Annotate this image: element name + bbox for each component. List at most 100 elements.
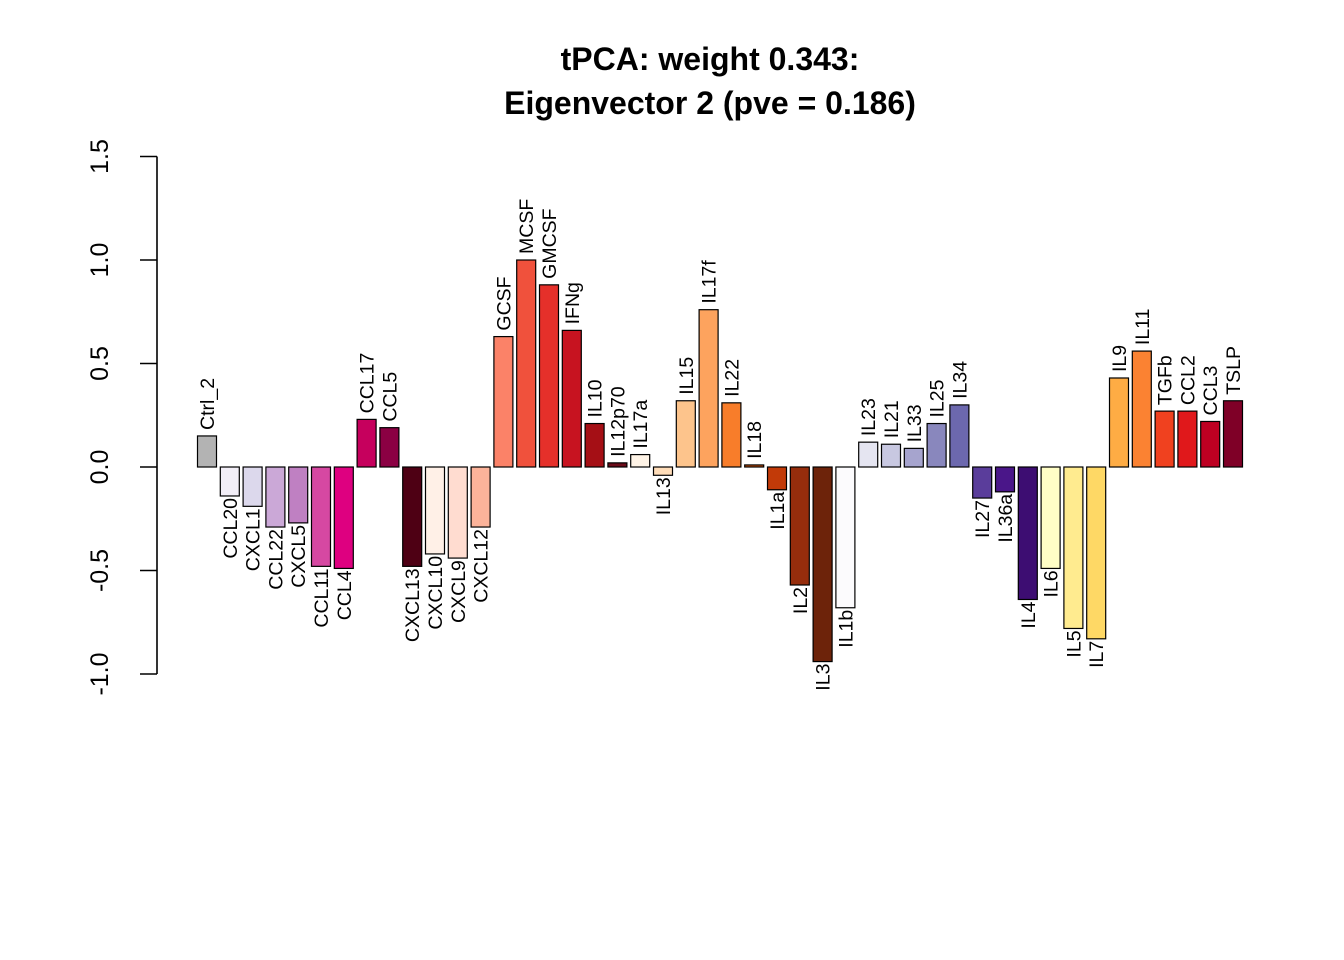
bar-label: TSLP — [1223, 346, 1245, 395]
bar-label: IL25 — [927, 379, 949, 417]
bar-label: TGFb — [1155, 355, 1177, 405]
bar — [333, 466, 354, 570]
bar-label: IL17a — [630, 400, 652, 449]
bar — [1154, 410, 1175, 468]
bar-label: IL13 — [653, 477, 675, 515]
bar-label: IL17f — [699, 260, 721, 304]
bar — [288, 466, 309, 524]
bar — [447, 466, 468, 559]
bar-label: GMCSF — [539, 208, 561, 279]
bar — [196, 435, 218, 468]
bar — [994, 466, 1016, 493]
bar-label: IL1a — [767, 492, 789, 530]
bar — [675, 400, 696, 468]
bar-label: CXCL12 — [471, 529, 493, 603]
bar-label: IL23 — [858, 398, 880, 436]
bar — [402, 466, 423, 567]
bar — [1040, 466, 1061, 570]
bar-label: IL15 — [676, 357, 698, 395]
bars-group — [196, 259, 1244, 663]
y-tick-label: 0.5 — [86, 346, 114, 381]
bar — [858, 441, 879, 468]
bar-label: IL34 — [949, 361, 971, 399]
bar — [379, 427, 400, 468]
y-axis: -1.0 -0.5 0.0 0.5 1.0 1.5 — [86, 139, 158, 696]
bar — [630, 453, 651, 468]
bar — [1177, 410, 1198, 468]
bar — [584, 422, 605, 468]
bar-label: CCL20 — [220, 498, 242, 559]
bar — [538, 284, 560, 468]
bar-label: IL6 — [1041, 570, 1063, 597]
bar — [1131, 350, 1152, 468]
y-tick-label: -0.5 — [86, 549, 114, 592]
bar — [766, 466, 788, 491]
bar — [1017, 466, 1038, 601]
bar — [880, 443, 902, 468]
bar-label: IL1b — [835, 610, 857, 648]
y-tick-label: 1.0 — [86, 243, 114, 278]
bar-label: Ctrl_2 — [197, 378, 219, 430]
bar-label: CCL4 — [334, 570, 356, 620]
bar-label: IL3 — [813, 664, 835, 691]
bar — [1200, 420, 1221, 468]
bar-label: IL5 — [1063, 630, 1085, 657]
bar-label: IL18 — [744, 421, 766, 459]
bar — [310, 466, 332, 567]
chart-title-line-1: tPCA: weight 0.343: — [561, 41, 860, 77]
bar-label: CCL5 — [379, 372, 401, 422]
bar — [903, 447, 924, 468]
y-tick-label: 1.5 — [86, 139, 114, 174]
bar-label: IL4 — [1018, 601, 1040, 628]
bar — [835, 466, 856, 609]
bar-label: CCL3 — [1200, 366, 1222, 416]
bar — [1086, 466, 1107, 640]
bar — [1063, 466, 1084, 630]
bar — [721, 402, 742, 468]
y-tick-label: 0.0 — [86, 450, 114, 485]
bar-label: IL7 — [1086, 641, 1108, 668]
bar — [926, 422, 947, 468]
bar-label: CXCL1 — [243, 508, 265, 571]
bar-label: IL21 — [881, 400, 903, 438]
bar-label: IL11 — [1132, 309, 1154, 346]
bar-label: CXCL5 — [288, 525, 310, 588]
bar-label: IL10 — [585, 379, 607, 417]
bar — [219, 466, 240, 497]
bar — [470, 466, 491, 528]
chart-title-line-2: Eigenvector 2 (pve = 0.186) — [504, 85, 916, 121]
bar — [652, 466, 674, 476]
bar — [493, 335, 514, 468]
bar-label: IL9 — [1109, 345, 1131, 372]
bar-label: CCL22 — [265, 529, 287, 590]
bar-label: IL36a — [995, 494, 1017, 543]
bar — [424, 466, 446, 555]
bar-label: MCSF — [516, 199, 538, 254]
bar-label: IL27 — [972, 500, 994, 538]
bar — [516, 259, 537, 468]
bar — [1108, 377, 1130, 468]
bar — [744, 464, 765, 468]
bar — [949, 404, 970, 468]
bar — [561, 329, 582, 468]
bar — [789, 466, 810, 586]
bar-label: CXCL9 — [448, 560, 470, 623]
bar-label: CCL11 — [311, 568, 333, 627]
bar — [698, 309, 719, 468]
y-tick-label: -1.0 — [86, 652, 114, 695]
bar-label: CXCL13 — [402, 568, 424, 642]
bar-label: IL2 — [790, 587, 812, 614]
bar — [972, 466, 993, 499]
bar — [242, 466, 263, 507]
bar — [1222, 400, 1244, 468]
bar — [812, 466, 833, 663]
bar-label: IL22 — [721, 359, 743, 397]
bar — [607, 462, 628, 468]
bar-label: CCL17 — [357, 353, 379, 414]
bar-label: IFNg — [562, 282, 584, 324]
bar — [265, 466, 286, 528]
bar-label: IL33 — [904, 404, 926, 442]
bar-label: CXCL10 — [425, 556, 447, 630]
